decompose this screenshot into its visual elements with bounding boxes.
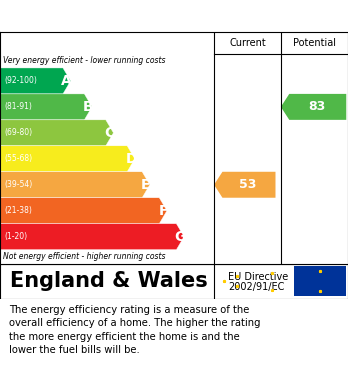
Text: (55-68): (55-68) xyxy=(4,154,32,163)
Text: A: A xyxy=(62,74,72,88)
Polygon shape xyxy=(0,198,167,224)
Text: (1-20): (1-20) xyxy=(4,232,27,241)
Text: G: G xyxy=(175,230,186,244)
Text: Not energy efficient - higher running costs: Not energy efficient - higher running co… xyxy=(3,252,166,261)
Text: (69-80): (69-80) xyxy=(4,128,32,137)
Text: The energy efficiency rating is a measure of the
overall efficiency of a home. T: The energy efficiency rating is a measur… xyxy=(9,305,260,355)
Polygon shape xyxy=(0,146,135,172)
Text: (39-54): (39-54) xyxy=(4,180,32,189)
Text: Potential: Potential xyxy=(293,38,336,48)
Text: C: C xyxy=(104,126,115,140)
Text: 2002/91/EC: 2002/91/EC xyxy=(228,282,284,292)
Text: 53: 53 xyxy=(239,178,256,191)
Text: England & Wales: England & Wales xyxy=(10,271,208,291)
Text: EU Directive: EU Directive xyxy=(228,272,288,282)
Polygon shape xyxy=(214,172,276,198)
Text: Very energy efficient - lower running costs: Very energy efficient - lower running co… xyxy=(3,56,166,66)
Text: F: F xyxy=(158,204,168,218)
Text: (92-100): (92-100) xyxy=(4,76,37,85)
Polygon shape xyxy=(0,94,92,120)
Polygon shape xyxy=(0,172,150,198)
Text: Current: Current xyxy=(229,38,266,48)
FancyBboxPatch shape xyxy=(294,266,346,296)
Text: E: E xyxy=(141,178,151,192)
Polygon shape xyxy=(281,94,346,120)
Text: Energy Efficiency Rating: Energy Efficiency Rating xyxy=(7,9,217,23)
Text: D: D xyxy=(125,152,137,166)
Text: B: B xyxy=(83,100,94,114)
Text: (81-91): (81-91) xyxy=(4,102,32,111)
Polygon shape xyxy=(0,68,71,94)
Text: 83: 83 xyxy=(308,100,325,113)
Polygon shape xyxy=(0,120,113,146)
Polygon shape xyxy=(0,224,184,249)
Text: (21-38): (21-38) xyxy=(4,206,32,215)
